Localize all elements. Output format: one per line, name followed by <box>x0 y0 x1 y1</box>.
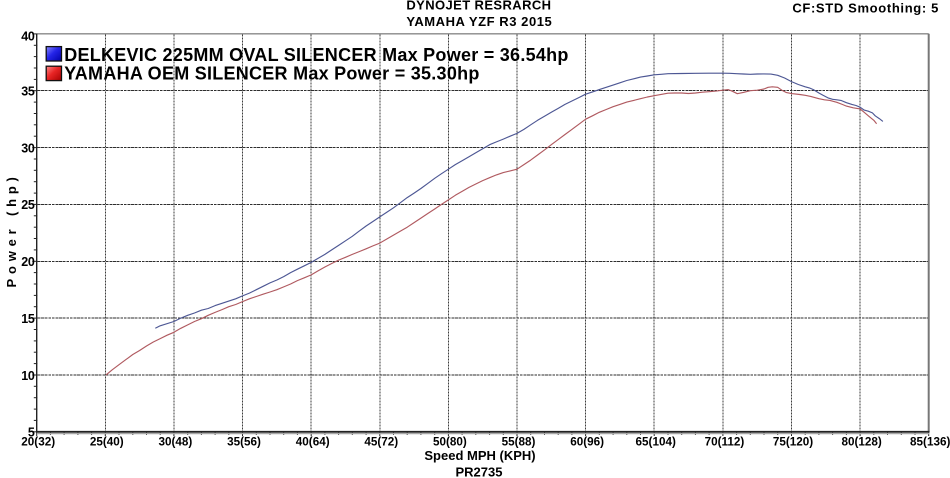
svg-text:DELKEVIC 225MM OVAL SILENCER M: DELKEVIC 225MM OVAL SILENCER Max Power =… <box>64 45 568 65</box>
svg-text:75(120): 75(120) <box>773 435 813 448</box>
svg-text:40(64): 40(64) <box>296 435 330 448</box>
svg-text:20: 20 <box>21 255 35 269</box>
svg-text:80(128): 80(128) <box>841 435 881 448</box>
svg-text:65(104): 65(104) <box>636 435 676 448</box>
svg-text:5: 5 <box>28 426 35 440</box>
svg-text:PR2735: PR2735 <box>456 464 503 478</box>
svg-text:70(112): 70(112) <box>705 435 745 448</box>
svg-text:30(48): 30(48) <box>159 435 193 448</box>
svg-text:15: 15 <box>21 312 35 326</box>
svg-text:CF:STD Smoothing: 5: CF:STD Smoothing: 5 <box>792 0 939 15</box>
svg-text:40: 40 <box>21 30 35 44</box>
svg-text:25: 25 <box>21 198 35 212</box>
svg-text:85(136): 85(136) <box>910 435 950 448</box>
svg-text:10: 10 <box>21 369 35 383</box>
svg-text:35: 35 <box>21 85 35 99</box>
svg-text:Power (hp): Power (hp) <box>4 172 19 287</box>
svg-text:35(56): 35(56) <box>227 435 261 448</box>
svg-text:50(80): 50(80) <box>433 435 467 448</box>
svg-text:Speed MPH (KPH): Speed MPH (KPH) <box>424 448 535 463</box>
svg-text:45(72): 45(72) <box>364 435 398 448</box>
svg-text:YAMAHA OEM SILENCER Max Power: YAMAHA OEM SILENCER Max Power = 35.30hp <box>64 63 479 83</box>
svg-text:25(40): 25(40) <box>90 435 124 448</box>
svg-text:30: 30 <box>21 141 35 155</box>
svg-text:DYNOJET RESRARCH: DYNOJET RESRARCH <box>406 0 551 12</box>
svg-text:20(32): 20(32) <box>21 435 55 448</box>
svg-text:60(96): 60(96) <box>570 435 604 448</box>
svg-text:55(88): 55(88) <box>502 435 536 448</box>
svg-text:YAMAHA YZF R3 2015: YAMAHA YZF R3 2015 <box>406 14 552 29</box>
